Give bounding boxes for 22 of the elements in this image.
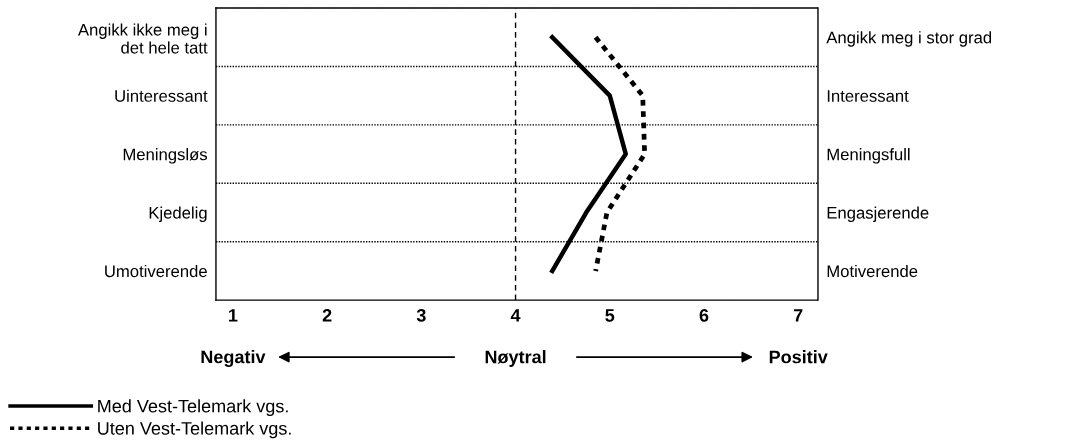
x-tick-label: 3 bbox=[416, 308, 426, 322]
x-tick-label: 5 bbox=[605, 309, 615, 322]
x-tick-label: 4 bbox=[510, 309, 521, 322]
x-tick-label: 6 bbox=[699, 308, 709, 322]
legend-label: Uten Vest-Telemark vgs. bbox=[98, 421, 291, 439]
legend-label: Med Vest-Telemark vgs. bbox=[98, 399, 288, 417]
y2-tick-label: Angikk meg i stor grad bbox=[826, 31, 992, 47]
y2-tick-label: Meningsfull bbox=[827, 148, 910, 164]
category-label: Kjedelig bbox=[149, 206, 207, 223]
y2-tick-label: Interessant bbox=[827, 90, 909, 102]
text: Negativ bbox=[201, 350, 266, 367]
category-label: Umotiverende bbox=[105, 264, 207, 278]
category-label: Angikk ikke meg i det hele tatt bbox=[77, 23, 208, 54]
text: Positiv bbox=[769, 350, 828, 364]
y2-tick-label: Motiverende bbox=[827, 264, 918, 278]
x-tick-label: 7 bbox=[793, 309, 803, 322]
category-label: Uinteressant bbox=[115, 89, 208, 102]
x-tick-label: 1 bbox=[229, 309, 238, 322]
category-label: Meningsløs bbox=[123, 148, 208, 164]
x-tick-label: 2 bbox=[322, 308, 332, 322]
y2-tick-label: Engasjerende bbox=[827, 206, 929, 223]
text: Nøytral bbox=[485, 350, 546, 367]
